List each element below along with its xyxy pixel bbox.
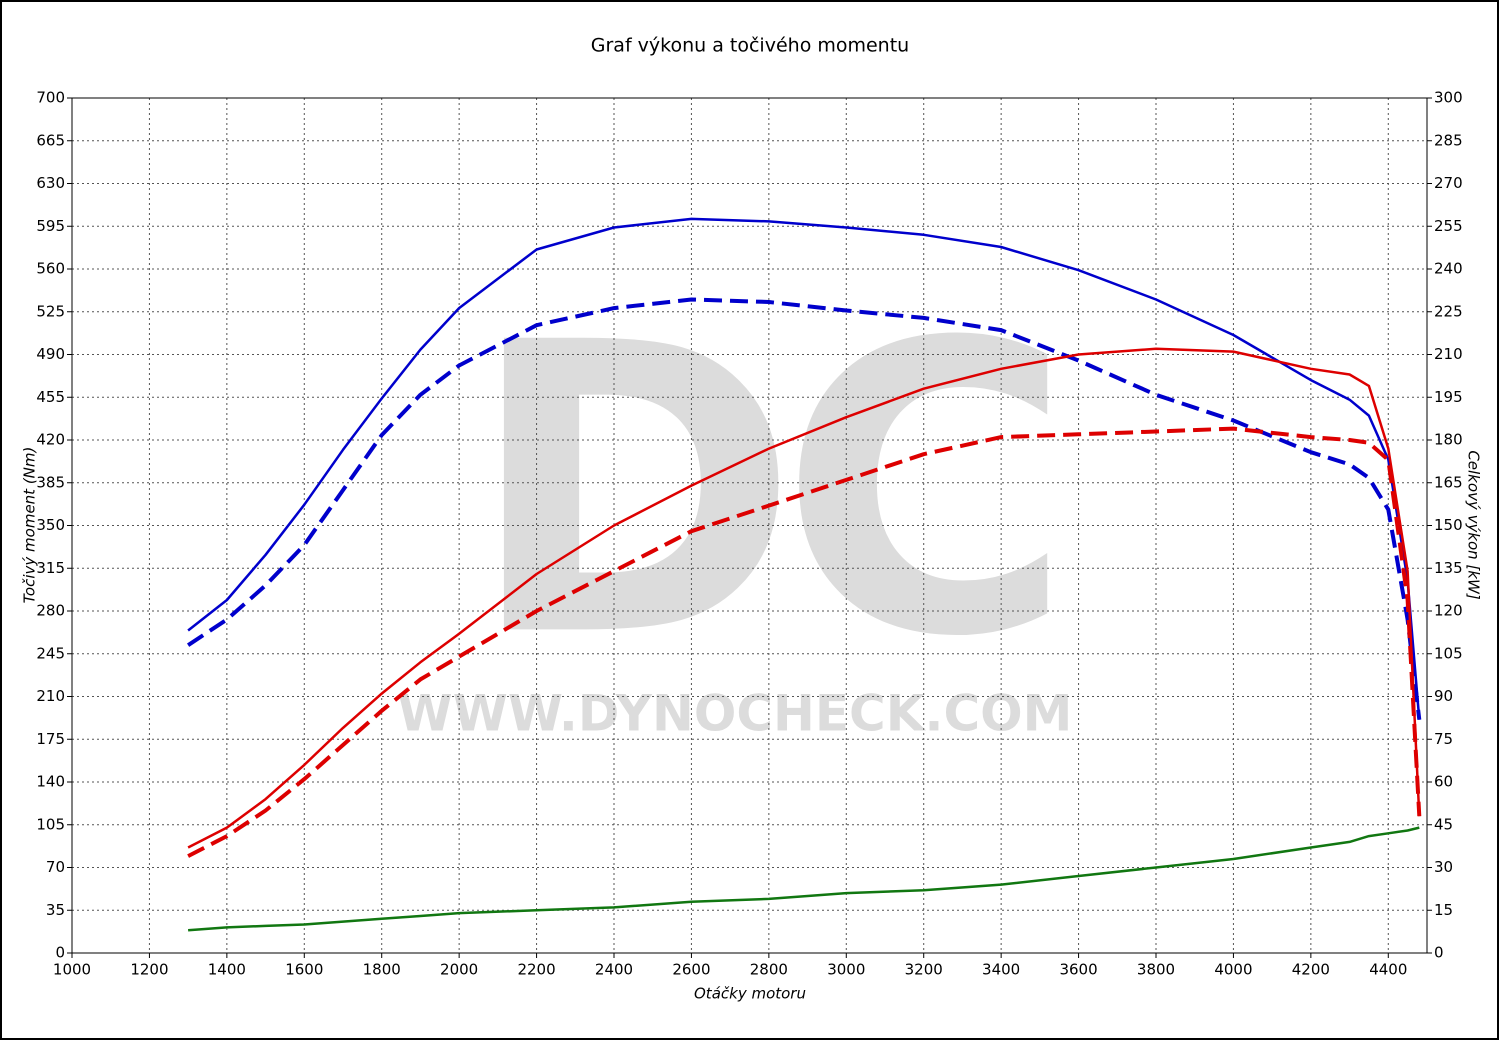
y2-tick-label: 90 [1434, 687, 1453, 705]
y2-tick-label: 0 [1434, 944, 1444, 962]
y2-tick-label: 105 [1434, 644, 1463, 662]
y2-tick-label: 285 [1434, 131, 1463, 149]
watermark-logo: DC [467, 259, 1053, 724]
y-tick-label: 630 [36, 174, 65, 192]
data-line [186, 297, 1422, 720]
y2-tick-label: 75 [1434, 730, 1453, 748]
y-tick-label: 560 [36, 260, 65, 278]
y2-tick-label: 135 [1434, 559, 1463, 577]
x-tick-label: 4200 [1292, 961, 1330, 979]
y-tick-label: 245 [36, 644, 65, 662]
y-tick-label: 175 [36, 730, 65, 748]
x-tick-label: 2200 [517, 961, 555, 979]
x-tick-label: 3000 [827, 961, 865, 979]
y-tick-label: 700 [36, 89, 65, 107]
y-axis-label: Točivý moment (Nm) [21, 447, 39, 604]
x-tick-label: 4000 [1214, 961, 1252, 979]
data-line [187, 347, 1421, 849]
x-tick-label: 1000 [53, 961, 91, 979]
x-tick-label: 3800 [1137, 961, 1175, 979]
y2-tick-label: 225 [1434, 302, 1463, 320]
y-tick-label: 595 [36, 217, 65, 235]
y-tick-label: 280 [36, 602, 65, 620]
y-tick-label: 420 [36, 431, 65, 449]
x-tick-label: 2400 [595, 961, 633, 979]
y2-tick-label: 150 [1434, 516, 1463, 534]
data-line [187, 426, 1422, 858]
x-tick-label: 1600 [285, 961, 323, 979]
y2-tick-label: 180 [1434, 431, 1463, 449]
x-tick-label: 3600 [1059, 961, 1097, 979]
y2-tick-label: 60 [1434, 773, 1453, 791]
y-tick-label: 105 [36, 815, 65, 833]
data-line [188, 826, 1420, 932]
x-tick-label: 2600 [672, 961, 710, 979]
y-tick-label: 140 [36, 773, 65, 791]
x-tick-label: 2800 [750, 961, 788, 979]
y-tick-label: 525 [36, 302, 65, 320]
y2-tick-label: 300 [1434, 89, 1463, 107]
y2-tick-label: 240 [1434, 260, 1463, 278]
y-tick-label: 385 [36, 473, 65, 491]
y-tick-label: 350 [36, 516, 65, 534]
plot-border [71, 97, 1428, 954]
y-tick-label: 210 [36, 687, 65, 705]
y2-tick-label: 270 [1434, 174, 1463, 192]
y-tick-label: 490 [36, 345, 65, 363]
y2-tick-label: 165 [1434, 473, 1463, 491]
x-tick-label: 2000 [440, 961, 478, 979]
x-tick-label: 1400 [208, 961, 246, 979]
y-tick-label: 315 [36, 559, 65, 577]
y-tick-label: 665 [36, 131, 65, 149]
x-axis-label: Otáčky motoru [694, 985, 806, 1003]
watermark-url: WWW.DYNOCHECK.COM [398, 685, 1073, 743]
x-tick-label: 3200 [905, 961, 943, 979]
x-tick-label: 1200 [130, 961, 168, 979]
y-tick-label: 35 [46, 901, 65, 919]
y2-tick-label: 255 [1434, 217, 1463, 235]
y-tick-label: 455 [36, 388, 65, 406]
y2-tick-label: 15 [1434, 901, 1453, 919]
y2-tick-label: 30 [1434, 858, 1453, 876]
x-tick-label: 4400 [1369, 961, 1407, 979]
x-tick-label: 3400 [982, 961, 1020, 979]
x-tick-label: 1800 [363, 961, 401, 979]
y-tick-label: 70 [46, 858, 65, 876]
y2-tick-label: 45 [1434, 815, 1453, 833]
y2-tick-label: 195 [1434, 388, 1463, 406]
chart-title: Graf výkonu a točivého momentu [591, 35, 909, 57]
y2-tick-label: 210 [1434, 345, 1463, 363]
data-line [187, 217, 1421, 720]
y-tick-label: 0 [55, 944, 65, 962]
y2-tick-label: 120 [1434, 602, 1463, 620]
y2-axis-label: Celkový výkon [kW] [1465, 450, 1483, 600]
